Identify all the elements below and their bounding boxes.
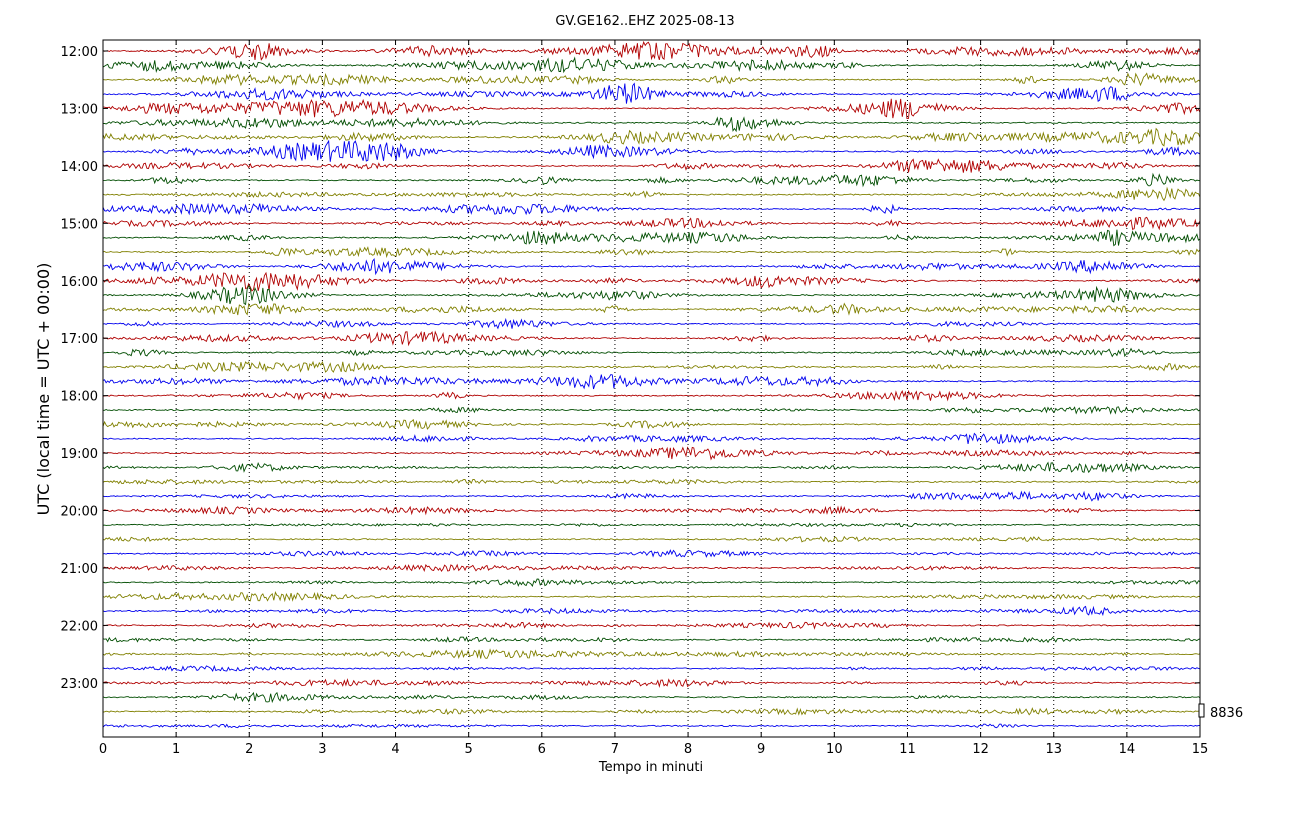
trace-row <box>102 139 1201 162</box>
x-tick-label: 15 <box>1192 742 1209 757</box>
trace-row <box>102 636 1201 644</box>
trace-row <box>102 158 1201 173</box>
x-tick-label: 13 <box>1045 742 1062 757</box>
y-tick-label: 23:00 <box>61 677 98 692</box>
trace-row <box>102 549 1201 558</box>
x-axis: 0 1 2 3 4 5 6 7 8 9 10 11 12 13 14 15 <box>99 40 1208 757</box>
trace-row <box>102 172 1201 188</box>
scale-marker: 8836 <box>1198 703 1243 721</box>
trace-row <box>102 563 1201 573</box>
x-axis-label: Tempo in minuti <box>598 760 703 775</box>
trace-row <box>102 418 1201 430</box>
grid-lines <box>175 40 1128 737</box>
x-tick-label: 4 <box>391 742 399 757</box>
y-axis: 12:00 13:00 14:00 15:00 16:00 17:00 18:00 19:00… <box>61 45 1200 692</box>
trace-row <box>102 578 1201 587</box>
y-tick-label: 20:00 <box>61 505 98 520</box>
trace-row <box>102 505 1201 516</box>
x-tick-label: 9 <box>757 742 765 757</box>
chart-title: GV.GE162..EHZ 2025-08-13 <box>555 14 734 29</box>
y-tick-label: 19:00 <box>61 447 98 462</box>
trace-row <box>102 216 1201 231</box>
trace-row <box>102 98 1201 119</box>
trace-row <box>102 271 1201 292</box>
trace-row <box>102 186 1201 202</box>
trace-row <box>102 432 1201 445</box>
trace-row <box>102 591 1201 603</box>
y-tick-label: 17:00 <box>61 332 98 347</box>
trace-row <box>102 72 1201 87</box>
trace-row <box>102 389 1201 402</box>
trace-row <box>102 461 1201 474</box>
trace-row <box>102 535 1201 543</box>
trace-row <box>102 330 1201 347</box>
trace-row <box>102 405 1201 415</box>
trace-row <box>102 116 1201 133</box>
trace-row <box>102 374 1200 390</box>
trace-row <box>102 360 1201 373</box>
trace-row <box>102 127 1201 147</box>
trace-row <box>102 246 1201 259</box>
x-tick-label: 0 <box>99 742 107 757</box>
trace-group <box>102 40 1201 729</box>
scale-label: 8836 <box>1210 706 1243 721</box>
trace-row <box>102 664 1201 673</box>
trace-row <box>102 40 1201 61</box>
trace-row <box>102 82 1201 104</box>
x-tick-label: 6 <box>538 742 546 757</box>
x-tick-label: 10 <box>826 742 843 757</box>
y-tick-label: 15:00 <box>61 217 98 232</box>
x-tick-label: 5 <box>465 742 473 757</box>
trace-row <box>102 605 1200 617</box>
trace-row <box>102 691 1201 704</box>
x-tick-label: 3 <box>318 742 326 757</box>
trace-row <box>102 302 1201 316</box>
y-tick-label: 22:00 <box>61 619 98 634</box>
trace-row <box>102 56 1201 74</box>
trace-row <box>102 723 1201 729</box>
trace-row <box>102 202 1200 216</box>
trace-row <box>102 446 1201 461</box>
trace-row <box>102 317 1201 330</box>
x-tick-label: 1 <box>172 742 180 757</box>
trace-row <box>102 229 1201 247</box>
trace-row <box>102 284 1201 306</box>
y-axis-label: UTC (local time = UTC + 00:00) <box>34 263 53 516</box>
trace-row <box>102 257 1201 276</box>
x-tick-label: 2 <box>245 742 253 757</box>
trace-row <box>102 490 1201 502</box>
x-tick-label: 7 <box>611 742 619 757</box>
y-tick-label: 16:00 <box>61 275 98 290</box>
y-tick-label: 18:00 <box>61 390 98 405</box>
trace-row <box>102 522 1201 528</box>
y-tick-label: 21:00 <box>61 562 98 577</box>
y-tick-label: 14:00 <box>61 160 98 175</box>
x-tick-label: 11 <box>899 742 916 757</box>
scale-box <box>1198 703 1205 718</box>
x-tick-label: 8 <box>684 742 692 757</box>
x-tick-label: 14 <box>1119 742 1136 757</box>
y-tick-label: 13:00 <box>61 102 98 117</box>
trace-row <box>102 478 1201 485</box>
trace-row <box>102 347 1201 358</box>
y-tick-label: 12:00 <box>61 45 98 60</box>
trace-row <box>102 707 1201 716</box>
trace-row <box>102 648 1201 660</box>
plot-frame <box>102 39 1201 738</box>
trace-row <box>102 678 1201 688</box>
trace-row <box>102 621 1201 630</box>
x-tick-label: 12 <box>972 742 989 757</box>
